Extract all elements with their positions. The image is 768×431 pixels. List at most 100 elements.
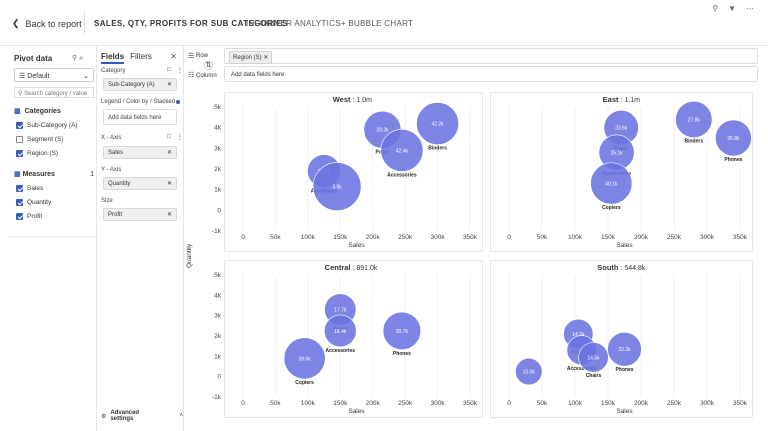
- row-label: Row: [196, 53, 209, 59]
- measures-section[interactable]: ▦ Measures 1: [14, 170, 94, 179]
- pin-icon[interactable]: ⚲: [712, 4, 719, 13]
- y-tick-label: 5k: [505, 108, 506, 109]
- y-tick-label: 0: [505, 378, 506, 379]
- info-dot-icon: [176, 100, 180, 104]
- collapse-icon[interactable]: «: [79, 55, 83, 62]
- legend-field-label: Legend / Color by / Stacked: [101, 99, 176, 105]
- bubble-category-label: Accessories: [326, 348, 356, 354]
- xaxis-field-chip[interactable]: Sales ✕: [103, 146, 177, 159]
- category-checkbox[interactable]: Segment (S): [16, 136, 64, 143]
- bubble: [283, 337, 326, 380]
- measures-count: 1: [90, 170, 94, 178]
- x-tick-label: 100k: [568, 234, 583, 241]
- measure-checkbox[interactable]: Sales: [16, 185, 43, 192]
- remove-icon[interactable]: ✕: [166, 212, 172, 218]
- view-select[interactable]: ☰ Default ⌄: [14, 68, 94, 82]
- category-checkbox[interactable]: Sub-Category (A): [16, 122, 78, 129]
- chart-title: South: [597, 263, 619, 272]
- bubble: [380, 128, 424, 172]
- x-tick-label: 0: [241, 234, 245, 241]
- bubble-chart-central: Central: 891.0k 0 50k 100k 150k 200k 250k 300k 3…: [212, 263, 478, 415]
- more-vertical-icon[interactable]: ⋮: [177, 135, 183, 141]
- more-icon[interactable]: ⋯: [746, 4, 754, 13]
- x-tick-label: 250k: [398, 400, 413, 407]
- checkbox-checked[interactable]: [16, 213, 23, 220]
- y-tick-label: 4k: [214, 125, 222, 132]
- bubble-chart-south: South: 544.8k 0 50k 100k 150k 200k 250k 300k 350…: [505, 263, 748, 415]
- y-tick-label: 4k: [214, 292, 222, 299]
- back-to-report-button[interactable]: ❮ Back to report: [12, 18, 82, 29]
- advanced-settings-toggle[interactable]: ⚙ Advanced settings ˄: [101, 410, 183, 422]
- chart-total: : 1.0m: [353, 97, 373, 104]
- remove-icon[interactable]: ✕: [166, 181, 172, 187]
- category-field-value: Sub-Category (A): [108, 81, 155, 88]
- checkbox-unchecked[interactable]: [16, 136, 23, 143]
- chart-panel-central: Central: 891.0k 0 50k 100k 150k 200k 250k 300k 3…: [212, 260, 483, 418]
- filter-icon[interactable]: ▼: [728, 4, 736, 13]
- close-icon[interactable]: ✕: [170, 52, 177, 61]
- categories-section[interactable]: ▦ Categories: [14, 107, 61, 116]
- lock-icon[interactable]: □: [167, 67, 171, 73]
- checkbox-label: Sales: [27, 185, 44, 192]
- chart-panel-west: West: 1.0m 0 50k 100k 150k 200k 250k 300k 350k 5k…: [212, 92, 483, 252]
- tab-fields[interactable]: Fields: [101, 52, 125, 64]
- bubble-value-label: 14.2k: [572, 332, 585, 338]
- more-vertical-icon[interactable]: ⋮: [177, 68, 183, 74]
- legend-drop-zone[interactable]: Add data fields here: [103, 109, 177, 125]
- y-tick-label: 0: [217, 207, 221, 214]
- x-tick-label: 100k: [301, 400, 316, 407]
- checkbox-checked[interactable]: [16, 199, 23, 206]
- remove-icon[interactable]: ✕: [166, 150, 172, 156]
- checkbox-checked[interactable]: [16, 150, 23, 157]
- tab-filters[interactable]: Filters: [130, 52, 152, 61]
- bubble-value-label: 42.2k: [431, 122, 444, 128]
- x-tick-label: 100k: [301, 234, 316, 241]
- yaxis-field-chip[interactable]: Quantity ✕: [103, 177, 177, 190]
- measure-checkbox[interactable]: Profit: [16, 213, 42, 220]
- y-tick-label: 0: [505, 211, 506, 212]
- size-field-chip[interactable]: Profit ✕: [103, 208, 177, 221]
- column-placeholder: Add data fields here: [231, 72, 285, 78]
- chart-title: East: [603, 95, 619, 104]
- bubble-value-label: 22.2k: [618, 347, 631, 353]
- row-chip[interactable]: Region (S) ✕: [229, 51, 273, 64]
- bubble-value-label: 29.2k: [376, 128, 389, 134]
- remove-icon[interactable]: ✕: [263, 55, 269, 61]
- x-tick-label: 50k: [270, 234, 281, 241]
- bubble: [675, 100, 713, 138]
- x-tick-label: 300k: [431, 234, 446, 241]
- measure-checkbox[interactable]: Quantity: [16, 199, 51, 206]
- y-tick-label: 1k: [505, 357, 506, 358]
- bubble-category-label: Copiers: [602, 205, 621, 211]
- x-tick-label: 50k: [537, 400, 548, 407]
- bubble-category-label: Chairs: [586, 373, 602, 379]
- y-tick-label: 5k: [214, 104, 222, 111]
- chart-title: Central: [325, 263, 351, 272]
- x-tick-label: 350k: [733, 400, 748, 407]
- x-tick-label: 0: [507, 400, 511, 407]
- pivot-header-icons: ⚲ «: [72, 54, 83, 62]
- row-drop-zone[interactable]: Region (S) ✕: [224, 48, 758, 64]
- remove-icon[interactable]: ✕: [166, 82, 172, 88]
- chart-total: : 891.0k: [353, 265, 378, 272]
- y-tick-label: -1k: [212, 394, 222, 401]
- column-drop-zone[interactable]: Add data fields here: [224, 66, 758, 82]
- rows-icon: ☰: [188, 53, 195, 60]
- category-checkbox[interactable]: Region (S): [16, 150, 58, 157]
- bubble: [590, 162, 633, 205]
- swap-icon[interactable]: ⇅: [204, 61, 213, 70]
- bubble-value-label: 26.8k: [727, 136, 740, 142]
- checkbox-checked[interactable]: [16, 185, 23, 192]
- pin-icon[interactable]: ⚲: [72, 55, 78, 62]
- column-label: Column: [196, 73, 217, 79]
- search-input[interactable]: ⚲ Search category / value: [14, 87, 94, 98]
- x-axis-title: Sales: [616, 242, 633, 249]
- checkbox-checked[interactable]: [16, 122, 23, 129]
- category-field-chip[interactable]: Sub-Category (A) ✕: [103, 78, 177, 91]
- bubble-category-label: Binders: [684, 139, 703, 145]
- bubble-value-label: 14.5k: [587, 355, 600, 361]
- y-tick-label: 2k: [505, 337, 506, 338]
- columns-icon: ☷: [188, 72, 195, 79]
- lock-icon[interactable]: □: [167, 134, 171, 140]
- bubble-category-label: Phones: [393, 351, 411, 357]
